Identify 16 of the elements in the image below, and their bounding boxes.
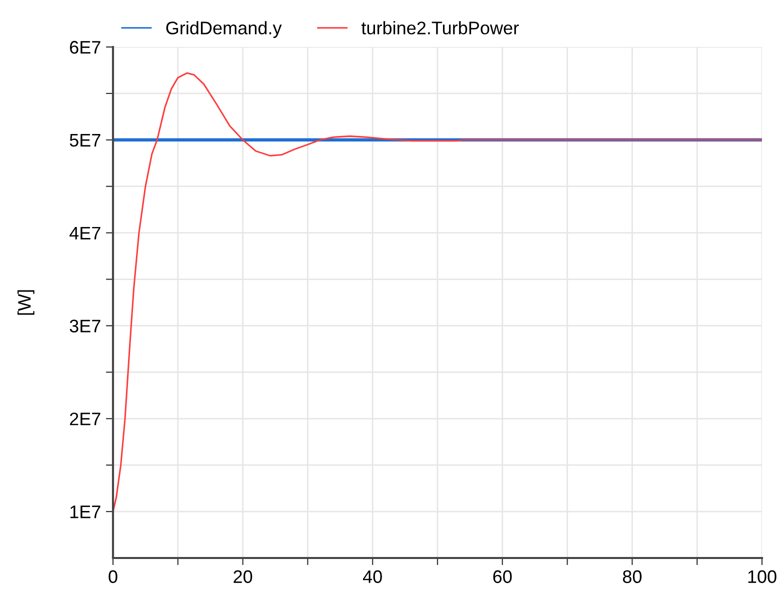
x-tick-label: 0 bbox=[108, 570, 118, 584]
y-tick-label: 3E7 bbox=[70, 320, 100, 332]
line-series bbox=[113, 72, 762, 512]
x-tick-label: 40 bbox=[362, 570, 382, 584]
x-tick-label: 20 bbox=[234, 570, 252, 584]
x-tick-label: 60 bbox=[493, 570, 512, 584]
legend-label: turbine2.TurbPower bbox=[361, 21, 519, 34]
y-axis-title: [W] bbox=[18, 290, 34, 315]
y-tick-label: 2E7 bbox=[70, 412, 100, 426]
x-tick-label: 80 bbox=[622, 570, 642, 584]
y-tick-label: 5E7 bbox=[70, 134, 100, 147]
x-tick-label: 100 bbox=[748, 570, 776, 584]
y-tick-label: 4E7 bbox=[69, 226, 100, 240]
y-tick-label: 1E7 bbox=[70, 506, 100, 518]
y-tick-label: 6E7 bbox=[70, 40, 100, 54]
legend-label: GridDemand.y bbox=[166, 21, 282, 38]
